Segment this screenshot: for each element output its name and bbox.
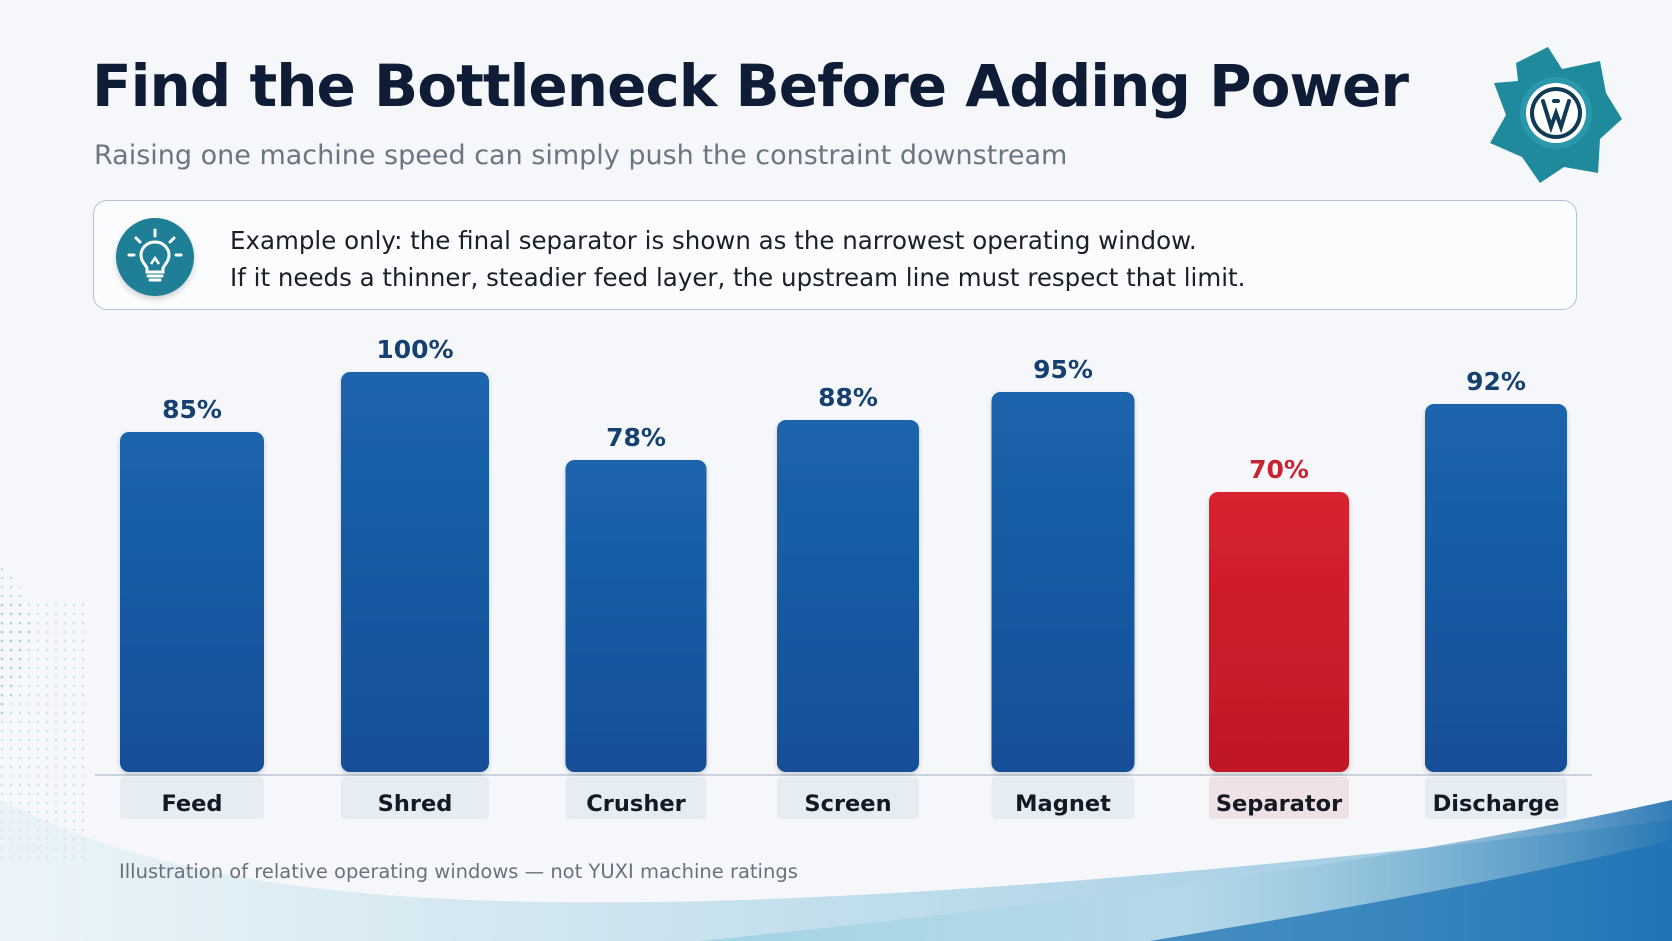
bar-reflection — [991, 777, 1135, 819]
data-label-shred: 100% — [376, 335, 453, 364]
tick-label-screen: Screen — [804, 791, 891, 817]
callout-box: Example only: the final separator is sho… — [93, 200, 1577, 310]
bar-screen — [777, 420, 919, 772]
callout-text-line-2: If it needs a thinner, steadier feed lay… — [230, 263, 1246, 292]
tick-label-shred: Shred — [378, 791, 453, 817]
bar-reflection — [120, 777, 264, 819]
tick-label-magnet: Magnet — [1015, 791, 1111, 817]
data-label-feed: 85% — [162, 395, 222, 424]
gear-logo-icon — [1490, 47, 1622, 183]
bar-feed — [120, 432, 264, 772]
tick-label-discharge: Discharge — [1433, 791, 1560, 817]
bar-discharge — [1425, 404, 1567, 772]
lightbulb-icon — [116, 218, 194, 296]
bar-reflection — [565, 777, 707, 819]
data-label-discharge: 92% — [1466, 367, 1526, 396]
bar-reflection — [1209, 777, 1349, 819]
bar-reflection — [341, 777, 489, 819]
data-label-crusher: 78% — [606, 423, 666, 452]
footnote: Illustration of relative operating windo… — [119, 860, 798, 883]
bar-reflection — [1425, 777, 1567, 819]
tick-label-separator: Separator — [1216, 791, 1343, 817]
data-label-magnet: 95% — [1033, 355, 1093, 384]
page-subtitle: Raising one machine speed can simply pus… — [94, 140, 1068, 171]
data-label-separator: 70% — [1249, 455, 1309, 484]
bar-magnet — [991, 392, 1135, 772]
bar-separator — [1209, 492, 1349, 772]
callout-text-line-1: Example only: the final separator is sho… — [230, 226, 1197, 255]
bar-crusher — [565, 460, 707, 772]
bar-reflection — [777, 777, 919, 819]
data-label-screen: 88% — [818, 383, 878, 412]
tick-label-crusher: Crusher — [586, 791, 686, 817]
bar-shred — [341, 372, 489, 772]
tick-label-feed: Feed — [161, 791, 222, 817]
page-title: Find the Bottleneck Before Adding Power — [92, 52, 1409, 120]
